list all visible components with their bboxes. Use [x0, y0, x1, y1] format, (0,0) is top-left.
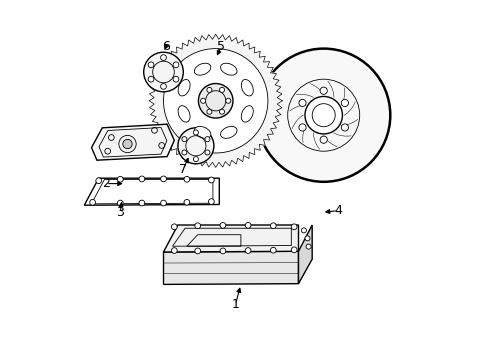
Circle shape	[341, 124, 348, 131]
Circle shape	[163, 49, 267, 153]
Polygon shape	[298, 225, 311, 284]
Circle shape	[160, 84, 166, 89]
Polygon shape	[84, 178, 219, 205]
Circle shape	[182, 150, 186, 155]
Ellipse shape	[194, 126, 210, 138]
Circle shape	[139, 200, 144, 206]
Circle shape	[173, 62, 179, 68]
Text: 7: 7	[179, 163, 187, 176]
Circle shape	[225, 98, 230, 103]
Text: 2: 2	[102, 177, 110, 190]
Ellipse shape	[178, 105, 190, 122]
Circle shape	[148, 62, 154, 68]
Circle shape	[194, 223, 200, 229]
Circle shape	[204, 136, 209, 142]
Circle shape	[305, 96, 342, 134]
Circle shape	[193, 157, 198, 162]
Circle shape	[220, 248, 225, 254]
Circle shape	[148, 76, 154, 82]
Text: 6: 6	[162, 40, 170, 53]
Circle shape	[143, 52, 183, 92]
Circle shape	[206, 109, 211, 114]
Ellipse shape	[220, 126, 237, 138]
Circle shape	[208, 177, 214, 183]
Polygon shape	[149, 34, 282, 167]
Circle shape	[178, 128, 213, 164]
Circle shape	[122, 139, 132, 149]
Circle shape	[305, 236, 309, 241]
Circle shape	[298, 124, 305, 131]
Ellipse shape	[241, 105, 253, 122]
Circle shape	[182, 136, 186, 142]
Circle shape	[305, 244, 310, 249]
Circle shape	[341, 99, 348, 107]
Circle shape	[171, 224, 177, 230]
Circle shape	[244, 222, 250, 228]
Circle shape	[89, 199, 95, 205]
Circle shape	[204, 150, 209, 155]
Circle shape	[208, 199, 214, 204]
Circle shape	[320, 87, 326, 94]
Circle shape	[270, 247, 276, 253]
Circle shape	[183, 176, 189, 182]
Ellipse shape	[178, 80, 190, 96]
Circle shape	[291, 247, 296, 253]
Circle shape	[200, 98, 205, 103]
Circle shape	[117, 176, 123, 182]
Circle shape	[193, 130, 198, 135]
Circle shape	[291, 224, 296, 230]
Circle shape	[219, 87, 224, 93]
Circle shape	[244, 248, 250, 253]
Circle shape	[219, 109, 224, 114]
Ellipse shape	[241, 80, 253, 96]
Circle shape	[298, 99, 305, 107]
Circle shape	[171, 248, 177, 253]
Circle shape	[320, 136, 326, 143]
Circle shape	[194, 248, 200, 254]
Circle shape	[257, 49, 389, 182]
Polygon shape	[91, 124, 174, 160]
Circle shape	[160, 200, 166, 206]
Circle shape	[220, 222, 225, 228]
Circle shape	[301, 228, 306, 233]
Circle shape	[96, 178, 102, 184]
Circle shape	[270, 223, 276, 229]
Ellipse shape	[194, 63, 210, 75]
Text: 5: 5	[217, 40, 224, 53]
Circle shape	[139, 176, 144, 182]
Text: 1: 1	[231, 298, 239, 311]
Polygon shape	[163, 225, 298, 252]
Circle shape	[206, 87, 211, 93]
Circle shape	[183, 199, 189, 205]
Circle shape	[173, 76, 179, 82]
Circle shape	[160, 55, 166, 60]
Circle shape	[198, 84, 232, 118]
Ellipse shape	[220, 63, 237, 75]
Text: 3: 3	[116, 206, 124, 219]
Circle shape	[117, 200, 123, 206]
Circle shape	[160, 176, 166, 182]
Text: 4: 4	[333, 204, 341, 217]
Polygon shape	[163, 251, 298, 284]
